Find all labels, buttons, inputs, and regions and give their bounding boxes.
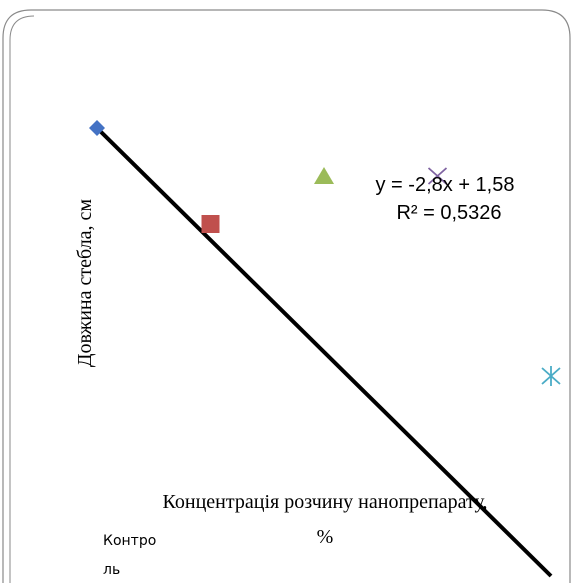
chart-inner-border [9, 15, 35, 583]
data-point-square-2 [201, 215, 220, 233]
trendline [95, 126, 553, 578]
data-point-x-4 [427, 167, 448, 185]
category-label-line2: ль [103, 562, 120, 578]
plot-area: y = -2,8x + 1,58 R² = 0,5326 [89, 120, 561, 578]
data-point-triangle-3 [314, 167, 334, 184]
category-label-line1: Контро [103, 533, 156, 549]
x-axis-title-line1: Концентрація розчину нанопрепарату, [163, 491, 488, 513]
data-point-star-5 [541, 366, 561, 386]
chart-border [2, 9, 571, 583]
y-axis-title: Довжина стебла, см [74, 199, 96, 368]
data-point-diamond-1 [89, 120, 105, 136]
trendline-r-squared: R² = 0,5326 [396, 202, 501, 224]
x-axis-title-line2: % [317, 526, 334, 548]
trendline-equation: y = -2,8x + 1,58 [376, 174, 515, 196]
